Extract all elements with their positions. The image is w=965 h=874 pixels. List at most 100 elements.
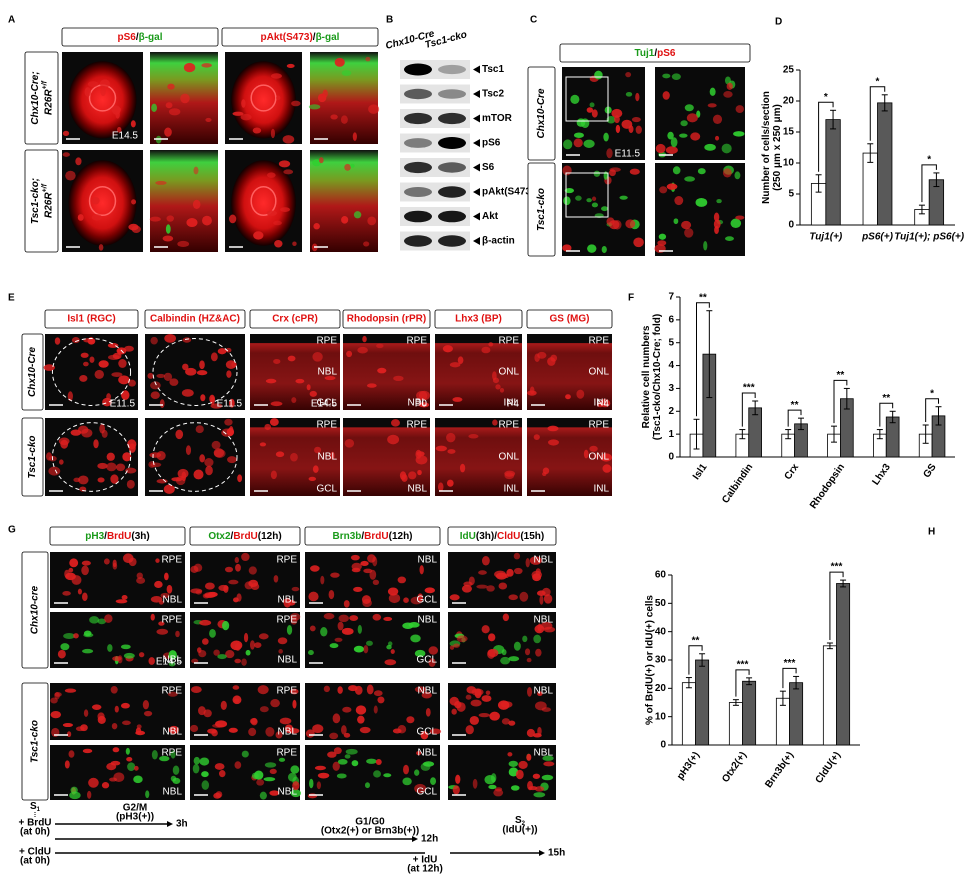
- image-cell: [504, 472, 515, 480]
- layer-label: GCL: [416, 655, 437, 666]
- image-cell: [625, 72, 632, 78]
- y-tick-label: 4: [668, 360, 674, 371]
- bar: [695, 659, 710, 746]
- image-cell: [312, 159, 322, 167]
- image-cell: [670, 137, 678, 148]
- image-cell: [82, 748, 93, 754]
- image-cell: [106, 462, 117, 472]
- image-cell: [70, 429, 82, 436]
- image-cell: [562, 244, 572, 252]
- layer-label: RPE: [316, 336, 337, 347]
- layer-label: INL: [593, 484, 609, 495]
- image-cell: [686, 113, 698, 123]
- image-cell: [451, 708, 457, 715]
- layer-label: NBL: [418, 748, 438, 759]
- image-cell: [106, 393, 111, 401]
- layer-label: NBL: [318, 367, 338, 378]
- image-cell: [576, 118, 586, 127]
- stage-label: P4: [507, 399, 520, 410]
- significance-label: *: [927, 155, 931, 166]
- image-cell: [365, 56, 371, 62]
- image-cell: [715, 135, 720, 141]
- header-box: [304, 526, 441, 546]
- micrograph: [654, 163, 745, 256]
- image-cell: [214, 763, 225, 770]
- image-cell: [383, 773, 392, 778]
- micrograph: [190, 552, 300, 608]
- y-tick-label: 10: [655, 711, 667, 722]
- image-cell: [377, 367, 387, 374]
- image-cell: [278, 757, 286, 762]
- image-cell: [287, 599, 296, 606]
- image-cell: [712, 114, 723, 124]
- row-label: Tsc1-cko: [27, 436, 38, 479]
- image-cell: [414, 783, 427, 794]
- micrograph: [527, 334, 612, 410]
- image-cell: [175, 630, 180, 638]
- image-cell: [118, 375, 130, 385]
- image-cell: [199, 757, 210, 766]
- image-cell: [168, 108, 181, 116]
- blot-band: [438, 210, 466, 223]
- image-cell: [410, 596, 423, 605]
- image-cell: [312, 351, 323, 362]
- arrowhead: [473, 212, 480, 221]
- layer-label: GCL: [416, 727, 437, 738]
- image-cell: [224, 418, 233, 426]
- panel-label: H: [928, 527, 935, 538]
- image-cell: [287, 355, 296, 362]
- layer-label: RPE: [276, 555, 297, 566]
- image-cell: [384, 659, 397, 666]
- image-cell: [332, 761, 340, 771]
- bar: [789, 682, 804, 746]
- image-cell: [66, 731, 72, 738]
- y-tick-label: 1: [668, 429, 674, 440]
- image-cell: [424, 587, 436, 594]
- row-label: Chx10-Cre;: [30, 71, 41, 124]
- image-cell: [128, 379, 136, 387]
- image-cell: [185, 367, 197, 376]
- image-cell: [202, 215, 212, 226]
- header-box: [49, 526, 186, 546]
- bar: [742, 680, 757, 746]
- image-cell: [350, 163, 355, 168]
- image-cell: [177, 240, 190, 248]
- image-cell: [69, 791, 81, 800]
- header-part: pH3: [85, 531, 104, 542]
- image-cell: [211, 440, 221, 450]
- image-cell: [87, 790, 92, 799]
- image-cell: [111, 722, 118, 730]
- image-eye: [68, 61, 137, 139]
- panel-label: C: [530, 15, 537, 26]
- micrograph: [62, 52, 143, 144]
- image-cell: [674, 196, 684, 206]
- image-cell: [50, 710, 62, 719]
- image-cell: [596, 402, 604, 408]
- layer-label: NBL: [163, 655, 183, 666]
- x-tick-label: Otx2(+): [720, 750, 749, 785]
- image-bg: [190, 552, 300, 608]
- significance-label: **: [692, 635, 700, 646]
- image-cell: [533, 792, 546, 798]
- header-part: /: [654, 48, 657, 59]
- image-cell: [353, 211, 362, 219]
- image-cell: [522, 635, 528, 643]
- image-cell: [721, 143, 732, 154]
- image-cell: [237, 474, 243, 483]
- image-cell: [418, 390, 430, 401]
- y-tick-label: 25: [783, 65, 795, 76]
- image-cell: [375, 758, 382, 766]
- blot-band: [438, 112, 466, 125]
- image-cell: [507, 752, 513, 757]
- image-cell: [336, 773, 347, 779]
- image-cell: [562, 165, 572, 176]
- image-cell: [659, 186, 668, 194]
- label-main: S: [515, 815, 522, 826]
- image-cell: [106, 452, 115, 461]
- header-part: (12h): [258, 531, 282, 542]
- image-cell: [60, 439, 69, 449]
- image-cell: [495, 384, 501, 390]
- significance-label: ***: [831, 562, 843, 573]
- micrograph: [527, 418, 612, 496]
- image-layer: [343, 427, 430, 496]
